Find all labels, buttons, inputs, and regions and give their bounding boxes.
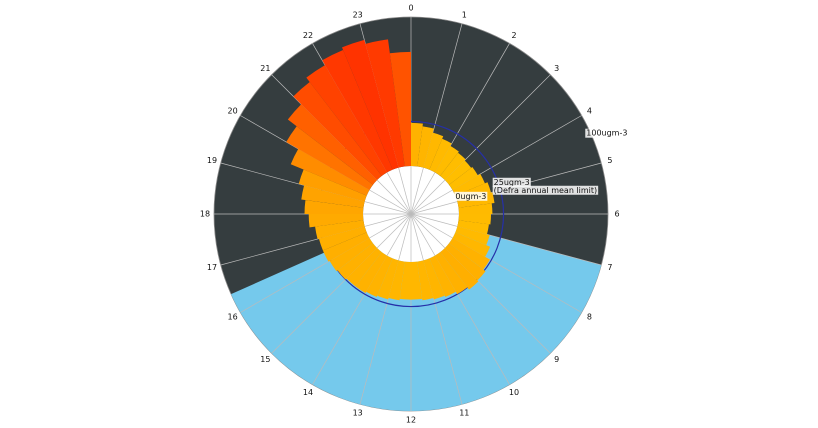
grid-spoke [410,213,551,354]
bar [435,252,468,295]
hour-label: 17 [207,263,217,272]
hour-label: 10 [509,388,519,397]
hour-label: 7 [607,263,612,272]
bar [444,243,486,281]
bar [411,261,423,300]
r-tick-label: 0ugm-3 [455,192,486,201]
grid-spoke [410,23,463,215]
grid-spoke [410,213,463,405]
grid-spoke [312,213,412,385]
hour-label: 2 [511,31,516,40]
hour-label: 19 [207,156,217,165]
hour-label: 5 [607,156,612,165]
r-tick-label: 25ugm-3 [494,178,530,187]
bar [440,247,479,290]
grid-spoke [271,74,412,215]
bar [290,148,370,196]
hour-label: 21 [260,64,270,73]
r-tick-label-bg [492,177,531,187]
hour-label: 11 [459,408,469,417]
bar [377,258,399,300]
bar [449,166,478,190]
bar [308,214,364,228]
bar [449,238,490,270]
bar [315,220,365,240]
grid-spoke [271,213,412,354]
hour-label: 8 [587,313,592,322]
bar [293,82,382,181]
hour-label: 9 [554,355,559,364]
hour-label: 22 [303,31,313,40]
bar [417,260,434,301]
bar [423,132,444,170]
bar [287,104,378,185]
bar [388,260,405,301]
bar [429,255,456,297]
bar [298,169,367,202]
bar [458,214,492,225]
bar [365,39,405,168]
r-tick-label-bg [492,185,599,195]
bar [389,51,411,167]
bar [318,226,367,251]
grid-spoke [410,213,602,266]
grid-spoke [410,213,582,313]
bar [322,232,370,262]
bar [329,238,373,272]
hour-label: 0 [408,4,413,13]
hour-label: 23 [353,11,363,20]
grid-spoke [359,213,412,405]
bar [306,65,387,176]
bar [399,261,411,300]
grid-spoke [410,213,510,385]
r-tick-label: (Defra annual mean limit) [494,186,597,195]
r-tick-label: 100ugm-3 [586,129,627,138]
hour-label: 20 [228,107,238,116]
bar [342,39,399,170]
bar [411,122,423,167]
grid-spoke [240,213,412,313]
bar [452,232,491,257]
bar [366,255,393,297]
hour-label: 12 [406,416,416,425]
hour-label: 18 [200,210,210,219]
hour-label: 6 [614,210,619,219]
hour-label: 15 [260,355,270,364]
grid-spoke [220,213,412,266]
grid-spoke [410,115,582,215]
hour-label: 16 [228,313,238,322]
bar [417,126,434,168]
bar [304,200,364,214]
bar [423,258,445,300]
bar [455,226,490,246]
grid-spoke [410,43,510,215]
bar [435,145,459,176]
bar [452,173,485,196]
bar [457,220,489,235]
bar [322,50,393,173]
bar [346,247,382,287]
grid-spoke [410,74,551,215]
daylight-sector [231,214,602,412]
bar [444,160,472,185]
hour-label: 13 [353,408,363,417]
bar [337,243,378,280]
bar [355,252,387,293]
bar [301,185,365,208]
hour-label: 14 [303,388,313,397]
hour-label: 1 [462,11,467,20]
hour-label: 4 [587,107,592,116]
bar [429,138,452,173]
bar [286,126,373,190]
bar [440,152,466,181]
r-tick-label-bg [454,191,488,201]
hour-label: 3 [554,64,559,73]
bar [458,203,493,214]
r-tick-label-bg [585,128,629,138]
